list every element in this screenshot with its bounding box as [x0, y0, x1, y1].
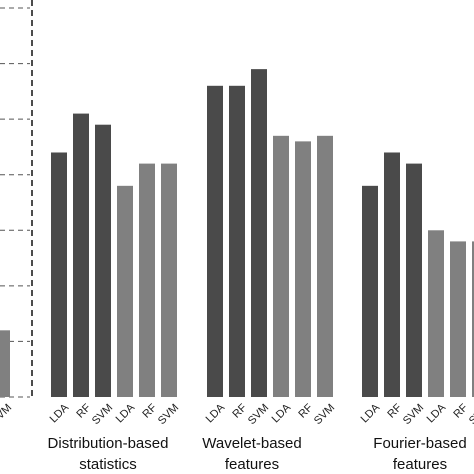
bar	[95, 124, 111, 397]
bar	[450, 241, 466, 397]
bar	[428, 230, 444, 397]
x-tick-label: SVM	[312, 402, 337, 427]
x-tick-label: LDA	[270, 401, 294, 425]
bar	[207, 85, 223, 398]
x-tick-label: SVM	[0, 402, 14, 427]
bar	[229, 85, 245, 398]
group-label: statistics	[79, 456, 137, 473]
bar	[117, 185, 133, 397]
bar	[0, 330, 10, 397]
group-label: Wavelet-based	[202, 435, 302, 452]
x-tick-label: LDA	[359, 401, 383, 425]
bar	[406, 163, 422, 397]
bar	[73, 113, 89, 397]
x-tick-label: SVM	[401, 402, 426, 427]
bar	[295, 141, 311, 397]
bar	[139, 163, 155, 397]
x-tick-label: LDA	[204, 401, 228, 425]
group-label: Fourier-based	[373, 435, 466, 452]
x-tick-label: SVM	[467, 402, 474, 427]
x-tick-label: SVM	[90, 402, 115, 427]
bar	[51, 152, 67, 397]
bar	[384, 152, 400, 397]
bar	[472, 241, 474, 397]
group-label: features	[393, 456, 447, 473]
x-tick-label: SVM	[246, 402, 271, 427]
x-tick-label: LDA	[114, 401, 138, 425]
bar	[273, 135, 289, 398]
group-label: Distribution-based	[48, 435, 169, 452]
bar	[317, 135, 333, 398]
group-label: features	[225, 456, 279, 473]
x-tick-label: SVM	[156, 402, 181, 427]
x-tick-label: LDA	[425, 401, 449, 425]
x-tick-label: LDA	[48, 401, 72, 425]
bar	[251, 69, 267, 397]
bar	[362, 185, 378, 397]
bar	[161, 163, 177, 397]
